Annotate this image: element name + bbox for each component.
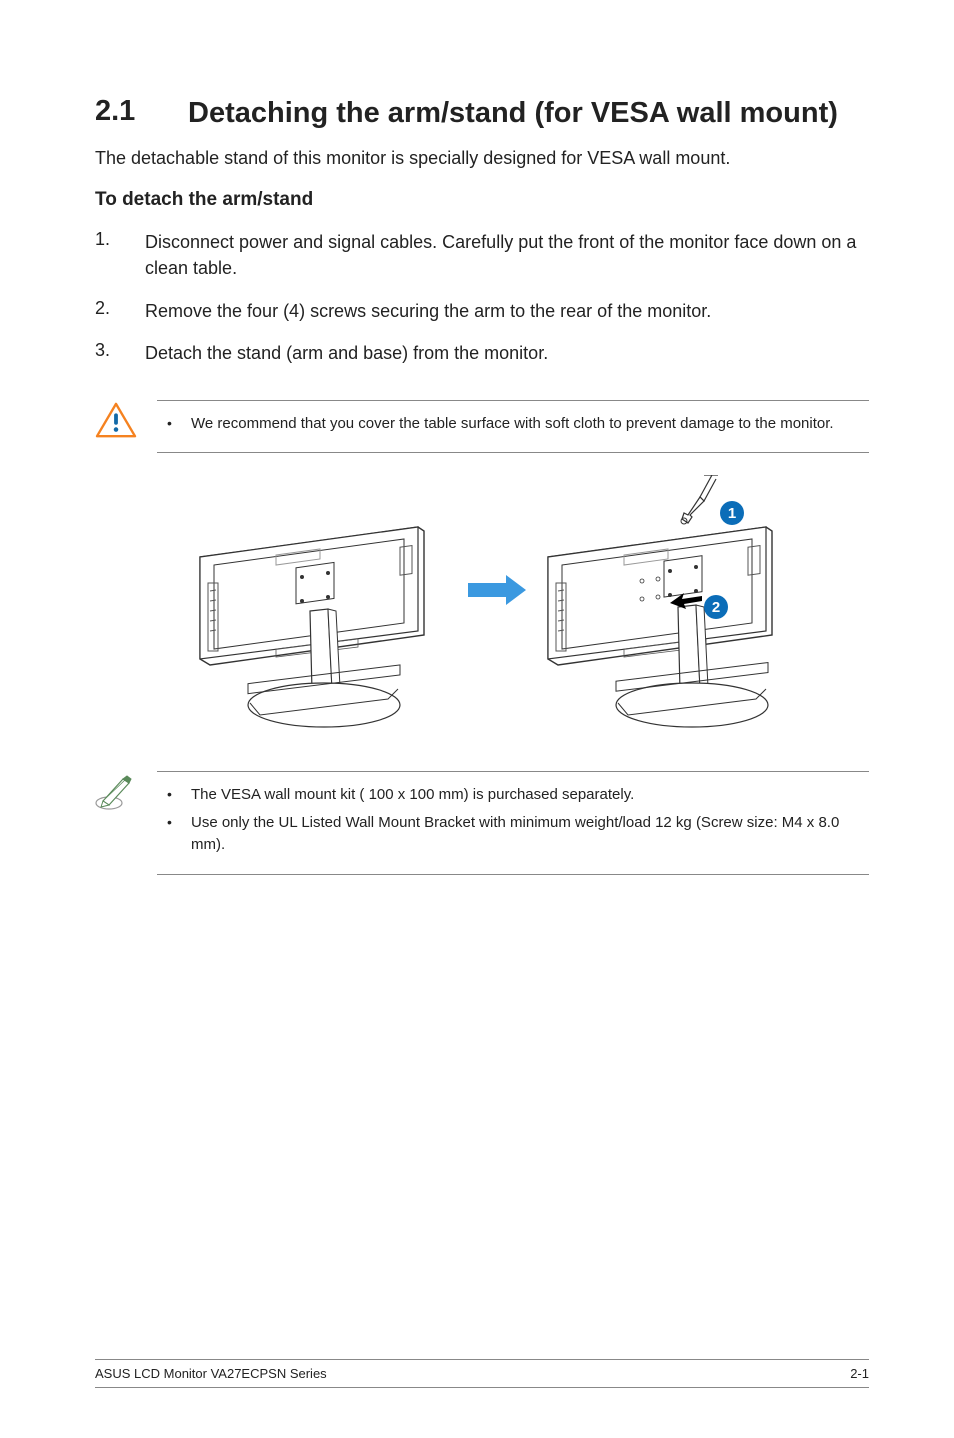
monitor-before-illustration: [188, 483, 458, 733]
bullet-item: • We recommend that you cover the table …: [157, 413, 869, 435]
steps-list: 1. Disconnect power and signal cables. C…: [95, 229, 869, 381]
list-item: 3. Detach the stand (arm and base) from …: [95, 340, 869, 366]
step-number: 1.: [95, 229, 145, 281]
arrow-right-icon: [468, 575, 526, 605]
intro-paragraph: The detachable stand of this monitor is …: [95, 145, 869, 171]
diagram: 1 2: [95, 463, 869, 763]
footer-left: ASUS LCD Monitor VA27ECPSN Series: [95, 1366, 327, 1381]
step-text: Detach the stand (arm and base) from the…: [145, 340, 548, 366]
footer-right: 2-1: [850, 1366, 869, 1381]
page-footer: ASUS LCD Monitor VA27ECPSN Series 2-1: [95, 1359, 869, 1388]
warning-icon: [95, 400, 157, 454]
list-item: 1. Disconnect power and signal cables. C…: [95, 229, 869, 281]
monitor-after-illustration: 1 2: [536, 483, 806, 733]
step-text: Disconnect power and signal cables. Care…: [145, 229, 869, 281]
note-icon: [95, 771, 157, 874]
bullet-item: • Use only the UL Listed Wall Mount Brac…: [157, 812, 869, 856]
note-text: Use only the UL Listed Wall Mount Bracke…: [191, 812, 869, 856]
subheading: To detach the arm/stand: [95, 189, 869, 211]
warning-text: We recommend that you cover the table su…: [191, 413, 834, 435]
bullet-mark: •: [157, 784, 191, 806]
section-heading: 2.1 Detaching the arm/stand (for VESA wa…: [95, 95, 869, 131]
bullet-item: • The VESA wall mount kit ( 100 x 100 mm…: [157, 784, 869, 806]
note-callout: • The VESA wall mount kit ( 100 x 100 mm…: [95, 771, 869, 874]
heading-number: 2.1: [95, 95, 188, 131]
screwdriver-icon: [674, 475, 718, 531]
note-content: • The VESA wall mount kit ( 100 x 100 mm…: [157, 771, 869, 874]
bullet-mark: •: [157, 413, 191, 435]
step-number: 2.: [95, 298, 145, 324]
step-text: Remove the four (4) screws securing the …: [145, 298, 711, 324]
note-text: The VESA wall mount kit ( 100 x 100 mm) …: [191, 784, 634, 806]
step-number: 3.: [95, 340, 145, 366]
list-item: 2. Remove the four (4) screws securing t…: [95, 298, 869, 324]
heading-title: Detaching the arm/stand (for VESA wall m…: [188, 95, 838, 131]
detach-arrow-icon: [670, 591, 702, 611]
warning-content: • We recommend that you cover the table …: [157, 400, 869, 454]
bullet-mark: •: [157, 812, 191, 856]
warning-callout: • We recommend that you cover the table …: [95, 400, 869, 454]
